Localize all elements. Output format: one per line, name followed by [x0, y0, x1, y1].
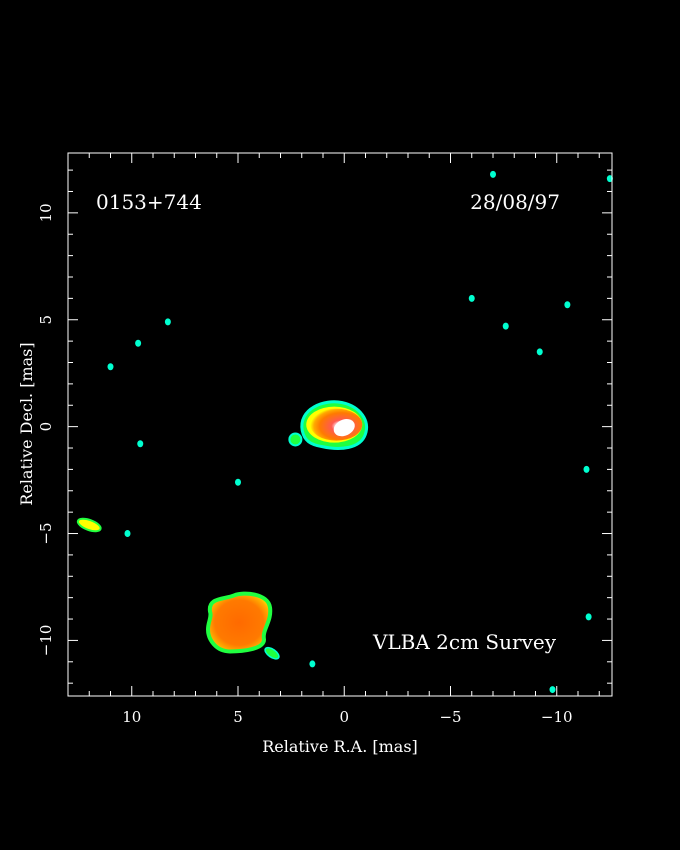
noise-patch — [235, 478, 241, 486]
noise-patch — [536, 348, 543, 356]
y-tick-label: 10 — [37, 203, 55, 222]
noise-patch — [164, 318, 171, 326]
noise-patch — [135, 339, 142, 347]
noise-patch — [124, 530, 131, 538]
noise-patch — [606, 175, 613, 183]
noise-patch — [583, 465, 590, 473]
noise-patch — [490, 170, 496, 178]
x-tick-label: −5 — [439, 708, 461, 726]
edge-component — [76, 517, 102, 533]
y-tick-label: 0 — [37, 422, 55, 432]
source-name-label: 0153+744 — [96, 190, 202, 214]
axis-ticks — [67, 153, 612, 696]
y-tick-label: 5 — [37, 315, 55, 325]
jet-component — [205, 591, 273, 654]
intensity-map — [76, 170, 613, 694]
y-tick-label: −10 — [37, 625, 55, 657]
survey-label: VLBA 2cm Survey — [372, 630, 557, 654]
jet-tail-component — [264, 646, 280, 660]
x-axis-label: Relative R.A. [mas] — [262, 737, 418, 756]
noise-patch — [107, 363, 114, 371]
x-tick-labels: 10 5 0 −5 −10 — [122, 708, 572, 726]
x-tick-label: 0 — [339, 708, 349, 726]
y-tick-labels: 10 5 0 −5 −10 — [37, 203, 55, 656]
plot-frame — [67, 152, 613, 697]
knot-component — [288, 432, 303, 447]
core-component — [300, 400, 368, 450]
noise-patch — [309, 660, 316, 668]
noise-patch — [137, 440, 144, 448]
noise-patch — [585, 613, 592, 621]
noise-patch — [564, 301, 571, 309]
noise-patch — [549, 686, 556, 694]
jet-contour — [205, 591, 273, 654]
noise-patch — [468, 294, 475, 302]
observation-date-label: 28/08/97 — [470, 190, 560, 214]
core-peak — [333, 419, 355, 437]
noise-patch — [502, 322, 509, 330]
y-tick-label: −5 — [37, 522, 55, 544]
x-tick-label: 5 — [233, 708, 243, 726]
x-tick-label: −10 — [541, 708, 573, 726]
x-tick-label: 10 — [122, 708, 141, 726]
y-axis-label: Relative Decl. [mas] — [17, 342, 36, 505]
